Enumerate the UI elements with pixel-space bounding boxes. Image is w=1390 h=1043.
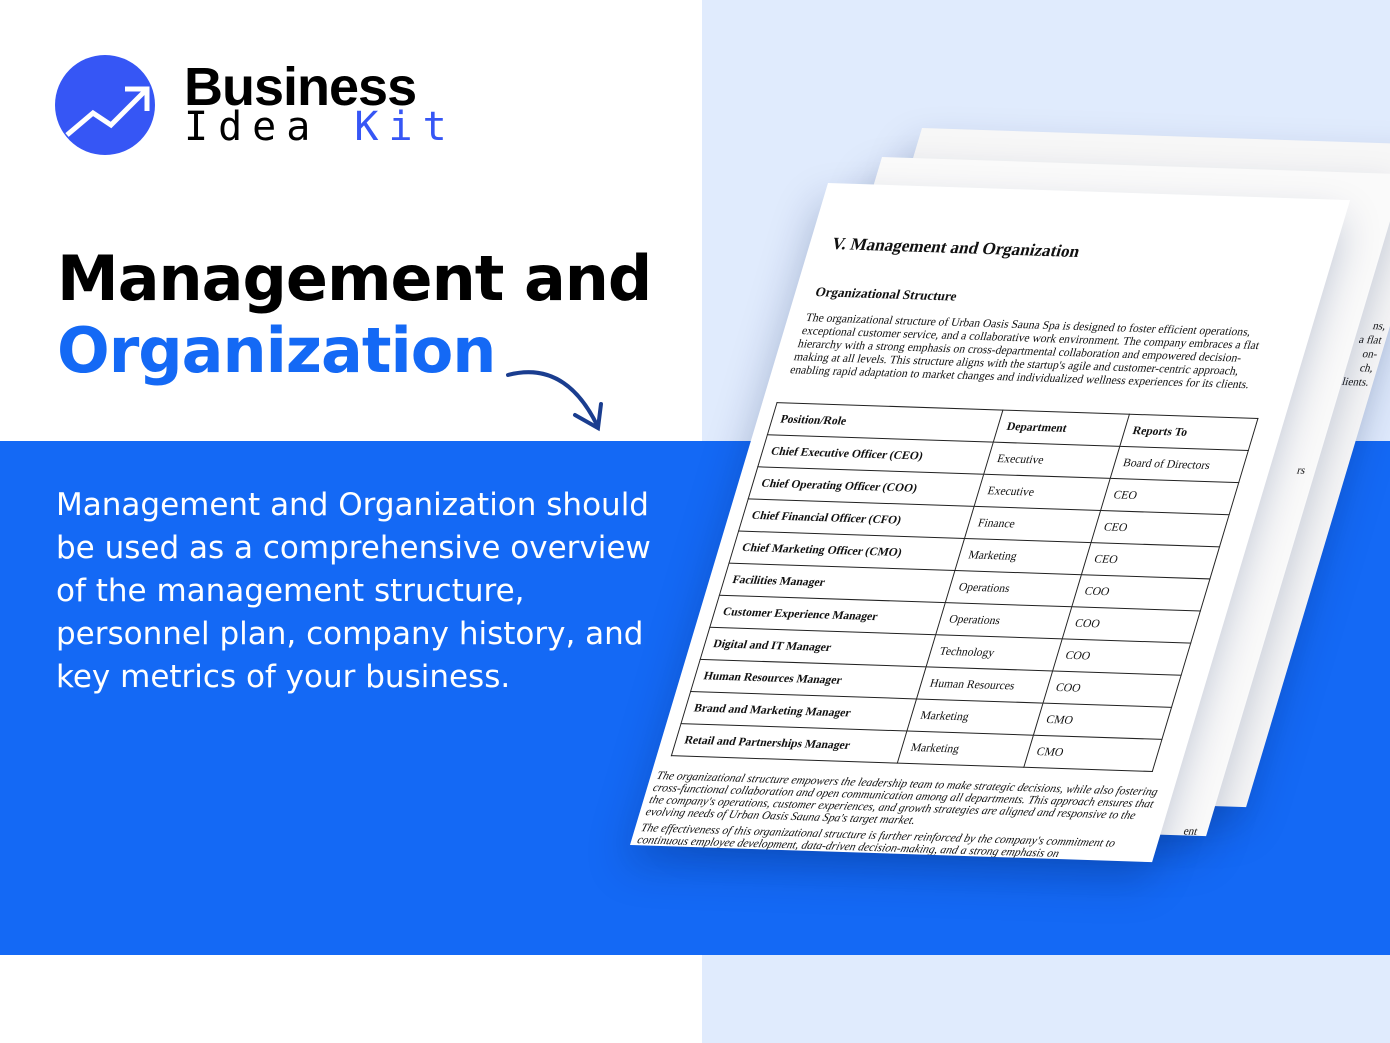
table-cell: COO — [1052, 638, 1191, 676]
org-table: Position/Role Department Reports To Chie… — [671, 402, 1259, 772]
brand-subname: Idea Kit — [184, 104, 457, 150]
doc-heading: V. Management and Organization — [829, 233, 1083, 262]
table-cell: CEO — [1090, 510, 1230, 547]
table-cell: Marketing — [955, 538, 1091, 575]
brand-idea: Idea — [184, 104, 321, 150]
curved-arrow-icon — [506, 370, 603, 432]
fragment: ch, — [1358, 362, 1375, 375]
table-cell: CEO — [1081, 542, 1220, 579]
table-cell: Operations — [936, 602, 1072, 639]
table-cell: Board of Directors — [1110, 446, 1249, 483]
fragment: ent — [1181, 825, 1200, 837]
hero-description: Management and Organization should be us… — [56, 487, 651, 695]
brand-name: Business — [184, 57, 417, 117]
table-cell: COO — [1062, 606, 1201, 644]
fragment: on- — [1360, 348, 1380, 361]
doc-paragraph: The organizational structure of Urban Oa… — [788, 311, 1261, 392]
table-cell: Marketing — [907, 698, 1043, 736]
hero-title-line1: Management and — [57, 242, 652, 315]
table-cell: Technology — [926, 634, 1063, 671]
table-cell: Human Resources — [916, 666, 1053, 704]
hero-title-line2: Organization — [57, 314, 496, 387]
table-cell: Executive — [974, 474, 1111, 511]
table-cell: Executive — [984, 442, 1120, 479]
header-cell: Reports To — [1119, 414, 1258, 451]
fragment: ns, — [1371, 320, 1388, 333]
header-cell: Department — [993, 410, 1130, 447]
fragment: lients. — [1340, 375, 1371, 389]
table-cell: CEO — [1100, 478, 1239, 515]
table-cell: CMO — [1033, 703, 1172, 740]
table-cell: Operations — [945, 570, 1082, 607]
doc-subheading: Organizational Structure — [813, 283, 959, 304]
brand-kit: Kit — [354, 104, 457, 150]
table-cell: COO — [1071, 574, 1210, 612]
table-cell: CMO — [1023, 735, 1162, 772]
fragment: rs — [1295, 464, 1308, 477]
logo-chart-icon — [55, 55, 155, 155]
table-cell: Marketing — [897, 731, 1034, 768]
fragment: a flat — [1357, 333, 1384, 347]
table-cell: COO — [1042, 670, 1182, 708]
table-cell: Retail and Partnerships Manager — [671, 723, 908, 764]
table-cell: Finance — [964, 506, 1101, 543]
